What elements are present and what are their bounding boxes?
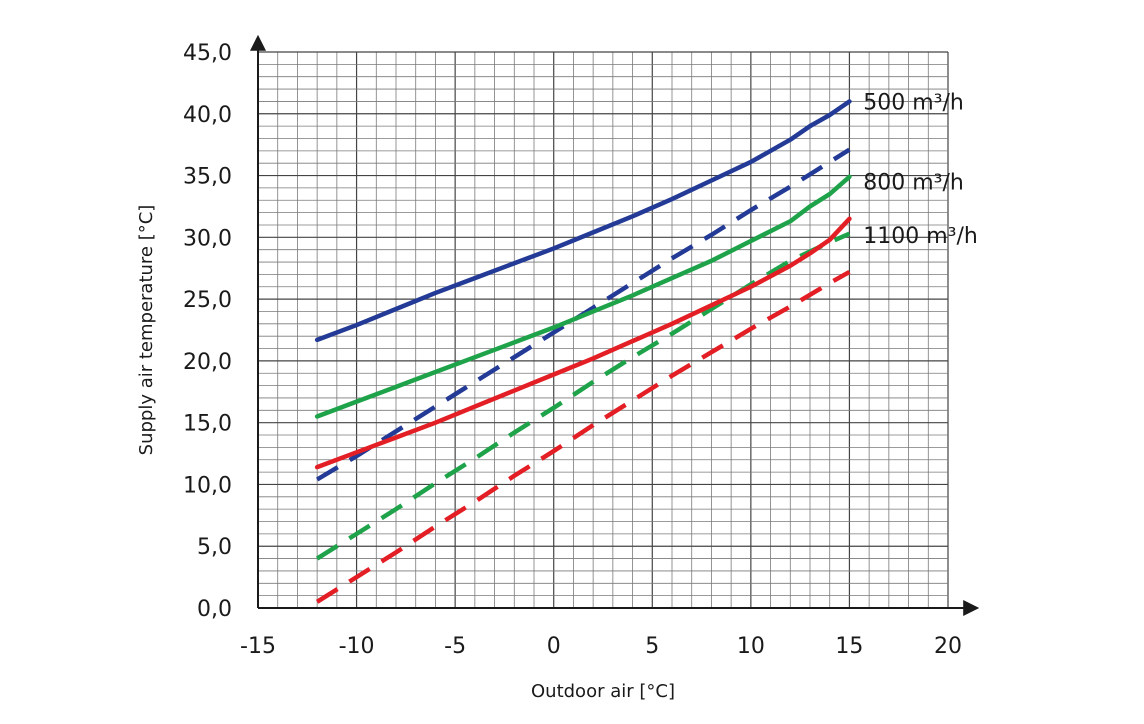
series-label-1: 800 m³/h — [863, 171, 964, 196]
series-line-3-dashed — [315, 231, 851, 561]
series-line-4-solid — [314, 216, 852, 470]
y-axis-title: Supply air temperature [°C] — [136, 205, 157, 456]
y-tick-label: 40,0 — [183, 103, 232, 128]
y-tick-label: 25,0 — [183, 288, 232, 313]
series-line-2-solid — [314, 174, 852, 419]
x-axis-title: Outdoor air [°C] — [531, 681, 675, 702]
x-tick-label: 0 — [547, 634, 561, 659]
series-group — [314, 99, 852, 604]
y-tick-label: 35,0 — [183, 165, 232, 190]
y-tick-label: 45,0 — [183, 41, 232, 66]
series-line-5-dashed — [315, 269, 851, 604]
axes — [250, 34, 980, 616]
y-tick-label: 5,0 — [197, 535, 232, 560]
y-tick-label: 30,0 — [183, 226, 232, 251]
legend-labels: 500 m³/h 800 m³/h 1100 m³/h — [863, 90, 978, 248]
x-tick-label: -15 — [240, 634, 276, 659]
series-label-0: 500 m³/h — [863, 90, 964, 115]
series-line-0-solid — [314, 99, 852, 343]
tick-labels: -15 -10 -5 0 5 10 15 20 0,0 5,0 10,0 15,0 20,0 25,0 30… — [183, 41, 962, 659]
x-tick-label: 10 — [737, 634, 765, 659]
y-tick-label: 15,0 — [183, 412, 232, 437]
y-tick-label: 10,0 — [183, 473, 232, 498]
series-line-1-dashed — [315, 147, 851, 482]
y-tick-label: 20,0 — [183, 350, 232, 375]
x-tick-label: -10 — [339, 634, 375, 659]
grid — [257, 51, 949, 609]
x-tick-label: 20 — [934, 634, 962, 659]
series-label-2: 1100 m³/h — [863, 224, 978, 249]
x-tick-label: -5 — [444, 634, 466, 659]
y-tick-label: 0,0 — [197, 597, 232, 622]
x-tick-label: 5 — [645, 634, 659, 659]
x-tick-label: 15 — [835, 634, 863, 659]
